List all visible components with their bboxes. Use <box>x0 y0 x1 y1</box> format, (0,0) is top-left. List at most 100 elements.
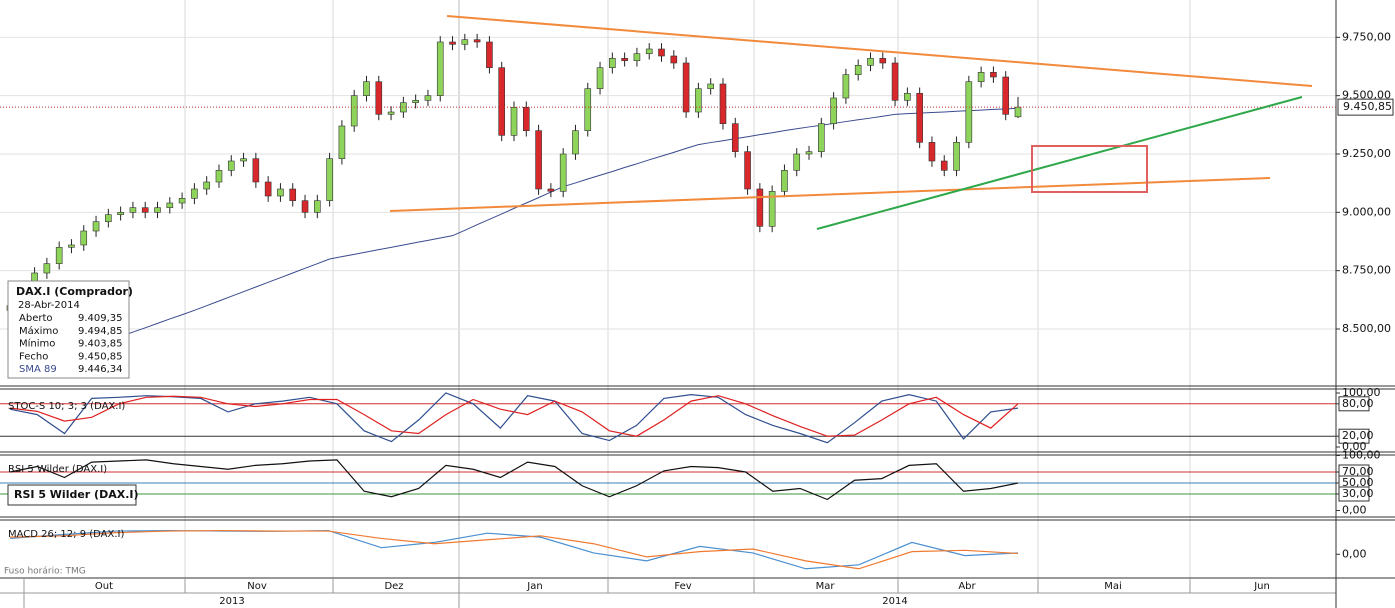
info-value: 9.450,85 <box>78 351 123 362</box>
info-label: Mínimo <box>19 338 55 350</box>
stoch-label: STOC-S 10; 3; 3 (DAX.I) <box>8 401 125 412</box>
y-tick-label: 0,00 <box>1342 547 1367 560</box>
indicator-line <box>9 395 1019 437</box>
candle-body <box>326 158 333 201</box>
info-label: Máximo <box>19 325 58 337</box>
y-tick-label: 0,00 <box>1342 440 1367 453</box>
x-tick-label: Mar <box>816 581 836 592</box>
candle-body <box>940 160 948 171</box>
trend-line-support <box>816 96 1303 230</box>
candle-body <box>953 142 960 171</box>
y-tick-label: 30,00 <box>1342 487 1374 500</box>
candle-body <box>178 198 186 204</box>
x-tick-label: Mai <box>1104 581 1122 592</box>
y-tick-label: 70,00 <box>1342 465 1374 478</box>
y-tick-label: 9.000,00 <box>1342 205 1391 218</box>
candle-body <box>289 188 297 201</box>
y-tick-label: 8.500,00 <box>1342 322 1391 335</box>
candle-body <box>400 102 407 113</box>
candle-body <box>781 170 788 192</box>
candle-body <box>854 65 862 75</box>
candle-body <box>166 202 174 208</box>
candle-body <box>633 53 641 61</box>
last-price-box <box>1337 98 1394 116</box>
candle-body <box>117 212 124 215</box>
indicator-line <box>9 529 1019 570</box>
candle-body <box>55 247 63 264</box>
info-box-frame <box>7 280 130 379</box>
info-value: 9.494,85 <box>78 326 123 337</box>
y-tick-label: 9.250,00 <box>1342 147 1391 160</box>
candle-body <box>264 181 272 197</box>
candle-body <box>793 153 801 171</box>
target-box <box>1031 145 1148 193</box>
trend-line-upper <box>446 15 1313 87</box>
candle-body <box>240 158 247 162</box>
x-tick-label: Out <box>95 581 113 592</box>
candle-body <box>252 158 260 183</box>
candle-body <box>707 83 714 89</box>
y-tick-label: 50,00 <box>1342 476 1374 489</box>
candle-body <box>928 142 936 162</box>
timezone-note: Fuso horário: TMG <box>4 567 86 577</box>
last-price-label: 9.450,85 <box>1343 100 1392 113</box>
x-tick-label: Nov <box>247 581 267 592</box>
candle-body <box>904 93 911 101</box>
candle-body <box>436 41 444 96</box>
candle-body <box>92 221 100 232</box>
candle-body <box>1014 106 1022 118</box>
candle-body <box>756 188 764 227</box>
candle-body <box>277 188 284 197</box>
x-tick-label: Fev <box>674 581 691 592</box>
candle-body <box>68 244 75 248</box>
month-grid <box>184 0 1191 578</box>
tick-box <box>1338 428 1370 444</box>
rsi-tooltip: RSI 5 Wilder (DAX.I) <box>14 488 139 501</box>
candle-body <box>486 41 493 68</box>
candle-body <box>977 72 985 82</box>
candle-body <box>129 207 137 213</box>
candle-body <box>768 191 776 227</box>
candle-body <box>682 62 690 113</box>
y-tick-label: 100,00 <box>1342 449 1381 462</box>
candle-body <box>141 207 149 213</box>
candle-body <box>805 151 813 155</box>
info-title: DAX.I (Comprador) <box>16 285 133 298</box>
candle-body <box>449 41 456 45</box>
candle-body <box>510 107 518 136</box>
year-label: 2013 <box>219 596 244 607</box>
candle-body <box>535 130 542 190</box>
candle-body <box>879 58 887 64</box>
candle-body <box>596 67 604 89</box>
y-tick-label: 80,00 <box>1342 397 1374 410</box>
macd-label: MACD 26; 12; 9 (DAX.I) <box>8 529 124 540</box>
tick-box <box>1338 396 1370 412</box>
rsi-label: RSI 5 Wilder (DAX.I) <box>8 464 107 475</box>
candle-body <box>609 58 616 68</box>
candle-body <box>387 111 395 115</box>
candle-body <box>584 88 592 131</box>
candle-body <box>363 81 370 96</box>
candle-body <box>695 88 702 113</box>
candle-body <box>227 160 235 171</box>
candle-body <box>559 153 567 192</box>
candle-body <box>547 188 555 192</box>
candle-body <box>498 67 506 136</box>
candle-body <box>572 130 579 155</box>
candle-body <box>719 83 727 124</box>
candle-body <box>658 48 665 57</box>
candle-body <box>867 58 874 66</box>
info-value: 9.409,35 <box>78 313 123 324</box>
rsi-tooltip-frame <box>7 484 137 506</box>
candle-body <box>191 188 198 199</box>
info-label: SMA 89 <box>19 364 57 375</box>
info-label: Aberto <box>19 313 53 324</box>
info-value: 9.446,34 <box>78 364 123 375</box>
candle-body <box>215 170 223 183</box>
candle-body <box>744 151 751 190</box>
candle-body <box>350 95 358 127</box>
candle-body <box>621 58 628 61</box>
candle-body <box>645 48 653 54</box>
tick-box <box>1338 486 1370 502</box>
